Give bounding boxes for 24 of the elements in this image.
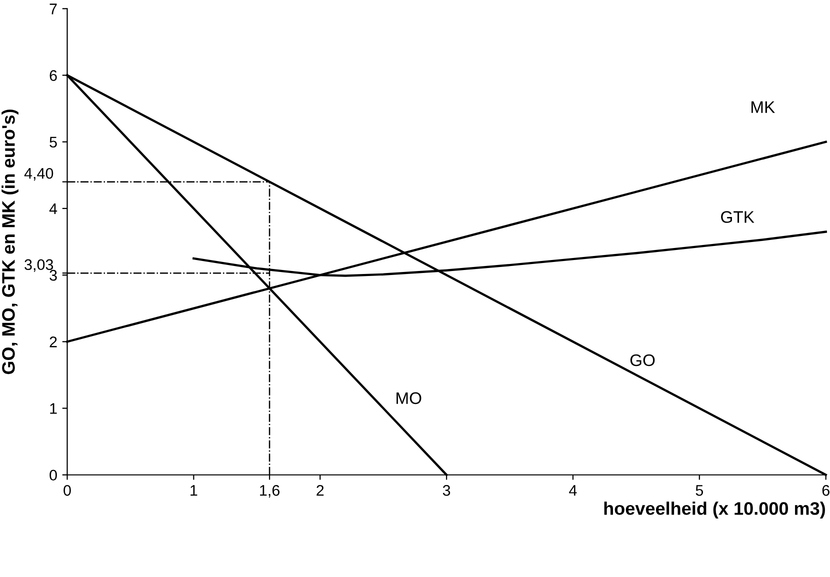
y-tick-label: 7 <box>50 4 57 14</box>
x-tick-label: 1,6 <box>260 484 280 498</box>
x-tick-label: 5 <box>696 485 704 496</box>
y-tick-label: 5 <box>50 136 57 148</box>
series-label: GTK <box>721 211 754 223</box>
x-tick-label: 6 <box>822 484 830 496</box>
x-axis-title: hoeveelheid (x 10.000 m3) <box>604 502 825 518</box>
x-tick-label: 0 <box>64 484 71 496</box>
y-tick-label: 1 <box>50 403 57 414</box>
y-tick-label: 0 <box>50 470 57 481</box>
x-tick-label: 1 <box>190 485 198 496</box>
y-tick-label: 2 <box>50 336 57 348</box>
x-tick-label: 2 <box>316 484 324 496</box>
text: MK <box>752 101 775 113</box>
y-tick-label: 4 <box>49 203 58 214</box>
y-tick-label: 3,03 <box>24 259 54 272</box>
y-tick-label: 6 <box>50 70 57 81</box>
series-label: GO <box>630 354 655 366</box>
y-tick-label: 3 <box>50 270 57 281</box>
y-axis-title: GO, MO, GTK en MK (in euro's) <box>2 110 18 374</box>
x-tick-label: 4 <box>569 485 577 496</box>
x-tick-label: 3 <box>442 484 450 496</box>
y-tick-label: 4,40 <box>24 168 54 181</box>
series-label: MO <box>396 392 422 404</box>
